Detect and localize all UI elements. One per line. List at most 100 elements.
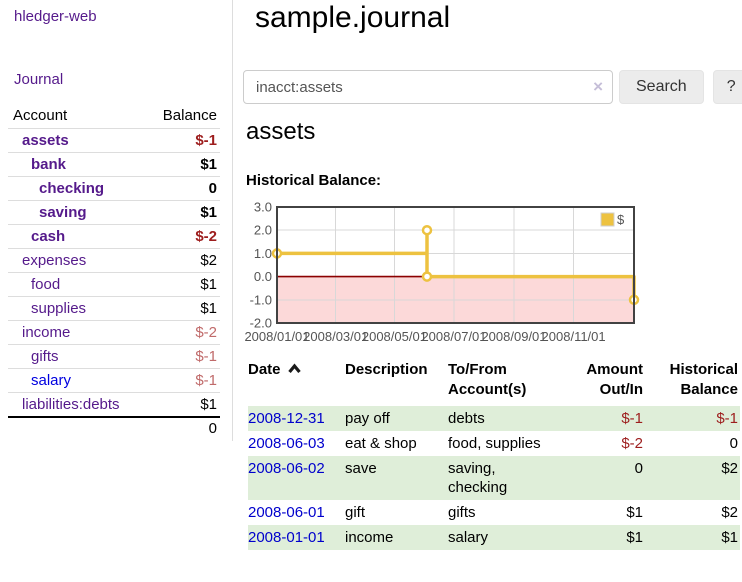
transaction-balance: 0 (729, 435, 738, 452)
account-link-assets[interactable]: assets (22, 132, 69, 149)
account-balance: $1 (144, 200, 220, 225)
account-link-gifts[interactable]: gifts (31, 348, 59, 365)
account-balance: $1 (144, 152, 220, 177)
svg-text:2008/05/01: 2008/05/01 (362, 329, 427, 344)
register-row: 2008-06-01 gift gifts $1 $2 (248, 500, 740, 525)
register-col-amount: Amount Out/In (586, 361, 643, 398)
transaction-accounts: saving, checking (448, 460, 508, 496)
transaction-accounts: food, supplies (448, 435, 541, 452)
chart-legend: $ (600, 212, 625, 227)
transaction-date-link[interactable]: 2008-12-31 (248, 410, 325, 427)
register-row: 2008-06-03 eat & shop food, supplies $-2… (248, 431, 740, 456)
sidebar-item-journal[interactable]: Journal (14, 71, 64, 88)
svg-text:2008/03/01: 2008/03/01 (303, 329, 368, 344)
svg-text:1.0: 1.0 (254, 246, 272, 261)
transaction-description: save (345, 460, 377, 477)
account-link-supplies[interactable]: supplies (31, 300, 87, 317)
account-row: assets $-1 (8, 128, 220, 153)
account-link-saving[interactable]: saving (39, 204, 87, 221)
register-col-balance: Historical Balance (669, 361, 738, 398)
account-row: supplies $1 (8, 296, 220, 321)
help-button[interactable]: ? (712, 70, 742, 104)
transaction-accounts: gifts (448, 504, 476, 521)
svg-text:-1.0: -1.0 (250, 292, 272, 307)
account-balance: $1 (144, 272, 220, 297)
accounts-total: 0 (144, 415, 220, 439)
accounts-table: Account Balance assets $-1 bank $1 checkin… (8, 104, 220, 439)
account-link-income[interactable]: income (22, 324, 71, 341)
account-balance: $-2 (144, 320, 220, 345)
account-link-cash[interactable]: cash (31, 228, 66, 245)
register-row: 2008-12-31 pay off debts $-1 $-1 (248, 406, 740, 431)
svg-text:2008/01/01: 2008/01/01 (244, 329, 309, 344)
account-heading: assets (246, 118, 316, 145)
transaction-date-link[interactable]: 2008-06-03 (248, 435, 325, 452)
transaction-description: eat & shop (345, 435, 417, 452)
app-brand-link[interactable]: hledger-web (14, 8, 97, 25)
svg-text:2008/09/01: 2008/09/01 (481, 329, 546, 344)
main-content: sample.journal × Search ? assets Histori… (243, 0, 742, 582)
svg-text:2.0: 2.0 (254, 223, 272, 238)
svg-text:2008/07/01: 2008/07/01 (421, 329, 486, 344)
register-col-date[interactable]: Date (248, 358, 345, 406)
account-row: saving $1 (8, 200, 220, 225)
transaction-date-link[interactable]: 2008-01-01 (248, 529, 325, 546)
legend-label: $ (617, 212, 625, 227)
register-col-description: Description (345, 361, 428, 378)
accounts-total-row: 0 (8, 415, 220, 439)
transaction-balance: $2 (721, 460, 738, 477)
transaction-accounts: debts (448, 410, 485, 427)
account-balance: $-1 (144, 368, 220, 393)
account-balance: $-1 (144, 344, 220, 369)
search-input[interactable] (243, 70, 613, 104)
accounts-header-row: Account Balance (8, 104, 220, 129)
register-table: Date Description To/From Account(s) Amou… (248, 358, 740, 550)
register-col-accounts: To/From Account(s) (448, 361, 527, 398)
account-row: bank $1 (8, 152, 220, 177)
account-row: income $-2 (8, 320, 220, 345)
sort-ascending-icon[interactable] (287, 363, 302, 374)
register-row: 2008-06-02 save saving, checking 0 $2 (248, 456, 740, 500)
account-link-checking[interactable]: checking (39, 180, 105, 197)
transaction-accounts: salary (448, 529, 489, 546)
search-button[interactable]: Search (619, 70, 704, 104)
historical-balance-chart: $ 3.0 2.0 1.0 0.0 -1.0 -2.0 2008/01/01 2… (244, 200, 640, 344)
account-balance: 0 (144, 176, 220, 201)
svg-text:-2.0: -2.0 (250, 316, 272, 331)
transaction-description: gift (345, 504, 366, 521)
chart-plot-border (276, 206, 635, 324)
account-row: gifts $-1 (8, 344, 220, 369)
transaction-description: pay off (345, 410, 390, 427)
transaction-amount: $1 (626, 529, 643, 546)
chart-title: Historical Balance: (246, 172, 382, 189)
register-header-row: Date Description To/From Account(s) Amou… (248, 358, 740, 406)
account-row: salary $-1 (8, 368, 220, 393)
transaction-amount: $1 (626, 504, 643, 521)
transaction-balance: $1 (721, 529, 738, 546)
account-balance: $1 (144, 392, 220, 417)
chart-y-ticks: 3.0 2.0 1.0 0.0 -1.0 -2.0 (250, 200, 272, 331)
svg-text:3.0: 3.0 (254, 200, 272, 215)
clear-search-icon[interactable]: × (593, 77, 603, 96)
account-row: checking 0 (8, 176, 220, 201)
sidebar: hledger-web Journal Account Balance asse… (0, 0, 233, 441)
account-link-bank[interactable]: bank (31, 156, 67, 173)
transaction-balance: $-1 (716, 410, 738, 427)
svg-text:0.0: 0.0 (254, 269, 272, 284)
account-link-food[interactable]: food (31, 276, 61, 293)
transaction-date-link[interactable]: 2008-06-01 (248, 504, 325, 521)
account-balance: $1 (144, 296, 220, 321)
account-row: cash $-2 (8, 224, 220, 249)
register-row: 2008-01-01 income salary $1 $1 (248, 525, 740, 550)
account-balance: $2 (144, 248, 220, 273)
transaction-amount: $-2 (621, 435, 643, 452)
accounts-col-balance: Balance (162, 107, 217, 124)
account-link-salary[interactable]: salary (31, 372, 72, 389)
account-link-liabilities-debts[interactable]: liabilities:debts (22, 395, 120, 413)
account-row: liabilities:debts $1 (8, 392, 220, 417)
transaction-amount: 0 (634, 460, 643, 477)
transaction-date-link[interactable]: 2008-06-02 (248, 460, 325, 477)
transaction-balance: $2 (721, 504, 738, 521)
account-link-expenses[interactable]: expenses (22, 252, 87, 269)
chart-x-ticks: 2008/01/01 2008/03/01 2008/05/01 2008/07… (244, 329, 605, 344)
